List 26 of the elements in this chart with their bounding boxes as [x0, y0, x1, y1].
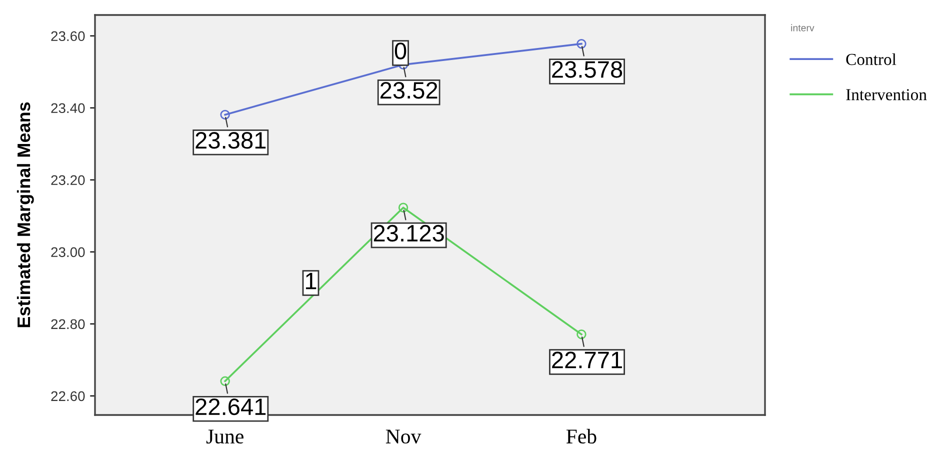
y-tick-label: 22.60	[51, 391, 85, 402]
x-tick-label: June	[206, 430, 244, 444]
x-tick-label: Feb	[566, 428, 596, 444]
legend-label: Control	[846, 53, 896, 66]
data-label: 22.771	[552, 352, 622, 368]
point	[576, 329, 586, 340]
legend-title: interv	[791, 24, 814, 32]
legend-label: Intervention	[846, 89, 927, 100]
x-tick-label: Nov	[386, 430, 422, 444]
y-tick-label: 23.00	[51, 247, 85, 258]
point	[576, 38, 586, 49]
point	[220, 110, 230, 120]
annotation: 1	[306, 272, 316, 290]
data-label: 22.641	[196, 398, 266, 416]
y-tick-label: 23.40	[51, 103, 85, 114]
y-tick-label: 23.20	[51, 175, 85, 186]
y-tick-label: 22.80	[51, 319, 85, 330]
annotation: 0	[394, 42, 406, 60]
data-label: 23.578	[552, 61, 622, 78]
point	[398, 202, 408, 212]
data-label: 23.381	[196, 132, 266, 149]
y-axis-title: Estimated Marginal Means	[16, 102, 34, 328]
data-label: 23.123	[374, 224, 444, 242]
data-label: 23.52	[380, 82, 438, 99]
y-tick-label: 23.60	[51, 31, 85, 42]
point	[220, 376, 230, 386]
